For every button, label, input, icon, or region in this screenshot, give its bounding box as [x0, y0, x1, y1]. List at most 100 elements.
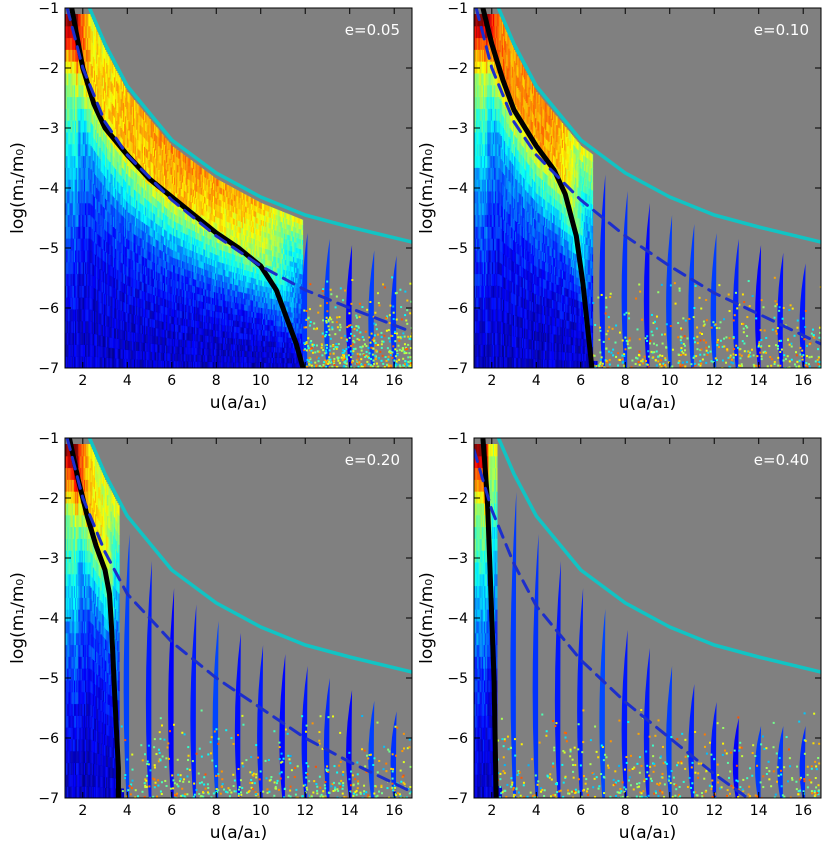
y-tick-label: −2 — [447, 491, 468, 507]
y-axis-label: log(m₁/m₀) — [417, 142, 437, 234]
x-tick-label: 2 — [78, 373, 87, 389]
resonance-finger — [688, 684, 695, 798]
x-axis-label: u(a/a₁) — [210, 393, 267, 413]
y-tick-label: −1 — [447, 1, 468, 17]
x-tick-label: 16 — [385, 373, 403, 389]
resonance-finger — [532, 534, 539, 798]
x-tick-label: 2 — [78, 803, 87, 819]
x-tick-label: 2 — [487, 803, 496, 819]
x-tick-label: 8 — [621, 373, 630, 389]
y-tick-label: −4 — [447, 611, 468, 627]
y-tick-label: −6 — [447, 731, 468, 747]
panel-eccentricity-label: e=0.40 — [754, 451, 809, 469]
series-dashed-line — [474, 448, 750, 798]
x-axis-label: u(a/a₁) — [619, 393, 676, 413]
chart-panel-2: 2 4 6 8 10 12 14 16 −7 −6 −5 −4 −3 −2 −1 u(a/a₁) log(m₁/… — [417, 1, 822, 413]
resonance-finger — [413, 260, 419, 368]
heatmap-region — [65, 438, 419, 798]
y-tick-label: −5 — [38, 671, 59, 687]
y-tick-label: −7 — [38, 361, 59, 377]
x-tick-label: 12 — [296, 803, 314, 819]
y-tick-label: −3 — [447, 551, 468, 567]
resonance-finger — [621, 630, 628, 798]
resonance-finger — [755, 245, 762, 368]
resonance-finger — [599, 174, 606, 368]
panel-eccentricity-label: e=0.05 — [345, 21, 400, 39]
x-tick-label: 8 — [621, 803, 630, 819]
y-tick-label: −1 — [447, 431, 468, 447]
x-tick-label: 10 — [661, 373, 679, 389]
x-tick-label: 16 — [794, 373, 812, 389]
x-tick-label: 14 — [750, 373, 768, 389]
series-solid-line — [480, 8, 595, 368]
y-tick-label: −2 — [447, 61, 468, 77]
y-tick-label: −5 — [447, 241, 468, 257]
resonance-finger — [257, 645, 264, 798]
resonance-finger — [413, 720, 419, 798]
resonance-finger — [190, 604, 197, 798]
resonance-finger — [777, 726, 784, 798]
y-tick-label: −7 — [447, 361, 468, 377]
x-tick-label: 14 — [341, 373, 359, 389]
heatmap-region — [65, 8, 419, 368]
resonance-finger — [732, 718, 739, 798]
chart-panel-3: 2 4 6 8 10 12 14 16 −7 −6 −5 −4 −3 −2 −1 u(a/a₁) log(m₁/… — [8, 431, 419, 843]
x-tick-label: 6 — [167, 803, 176, 819]
y-tick-label: −7 — [38, 791, 59, 807]
x-tick-label: 12 — [296, 373, 314, 389]
x-tick-label: 8 — [212, 373, 221, 389]
series-solid-line — [69, 8, 306, 368]
resonance-finger — [554, 561, 561, 798]
y-axis-label: log(m₁/m₀) — [8, 142, 28, 234]
panel-eccentricity-label: e=0.20 — [345, 451, 400, 469]
y-tick-label: −3 — [38, 551, 59, 567]
series-cyan-line — [496, 8, 821, 244]
y-tick-label: −6 — [38, 731, 59, 747]
y-tick-label: −4 — [447, 181, 468, 197]
y-tick-label: −2 — [38, 61, 59, 77]
y-tick-label: −3 — [447, 121, 468, 137]
series-cyan-line — [87, 8, 412, 244]
x-tick-label: 12 — [705, 373, 723, 389]
chart-panel-1: 2 4 6 8 10 12 14 16 −7 −6 −5 −4 −3 −2 −1 u(a/a₁) log(m₁/… — [8, 1, 419, 413]
resonance-finger — [777, 252, 784, 368]
y-tick-label: −1 — [38, 1, 59, 17]
panel-eccentricity-label: e=0.10 — [754, 21, 809, 39]
resonance-finger — [710, 233, 717, 368]
resonance-finger — [368, 700, 375, 798]
series-cyan-line — [496, 438, 821, 674]
resonance-finger — [643, 203, 650, 368]
x-tick-label: 10 — [661, 803, 679, 819]
series-dashed-line — [474, 8, 821, 346]
resonance-finger — [666, 215, 673, 368]
x-tick-label: 2 — [487, 373, 496, 389]
resonance-finger — [643, 648, 650, 798]
resonance-finger — [123, 534, 130, 798]
x-tick-label: 14 — [750, 803, 768, 819]
y-tick-label: −4 — [38, 611, 59, 627]
y-tick-label: −1 — [38, 431, 59, 447]
x-tick-label: 8 — [212, 803, 221, 819]
chart-panel-4: 2 4 6 8 10 12 14 16 −7 −6 −5 −4 −3 −2 −1 u(a/a₁) log(m₁/… — [417, 431, 822, 843]
resonance-finger — [212, 621, 219, 798]
resonance-finger — [666, 666, 673, 798]
y-axis-label: log(m₁/m₀) — [417, 572, 437, 664]
x-tick-label: 16 — [385, 803, 403, 819]
series-dashed-line — [65, 438, 412, 794]
y-tick-label: −5 — [447, 671, 468, 687]
x-tick-label: 4 — [532, 373, 541, 389]
y-tick-label: −7 — [447, 791, 468, 807]
x-tick-label: 6 — [576, 803, 585, 819]
resonance-finger — [688, 224, 695, 368]
y-tick-label: −6 — [38, 301, 59, 317]
y-tick-label: −4 — [38, 181, 59, 197]
resonance-finger — [577, 588, 584, 798]
x-tick-label: 16 — [794, 803, 812, 819]
heatmap-region — [474, 8, 821, 368]
series-solid-line — [480, 438, 499, 798]
resonance-finger — [323, 678, 330, 798]
resonance-finger — [301, 666, 308, 798]
y-axis-label: log(m₁/m₀) — [8, 572, 28, 664]
x-axis-label: u(a/a₁) — [210, 823, 267, 843]
y-tick-label: −5 — [38, 241, 59, 257]
